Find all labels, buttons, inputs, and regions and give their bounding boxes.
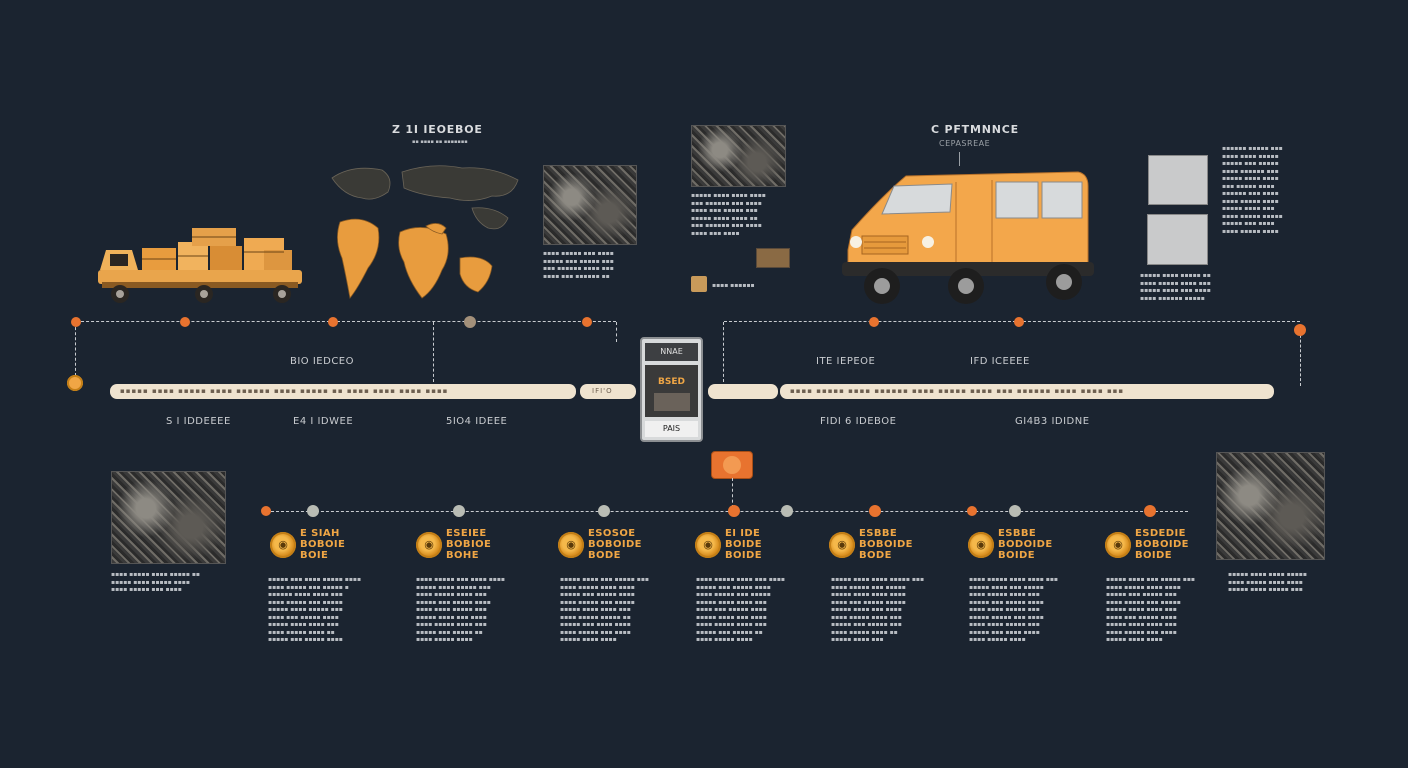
timeline-lower-label: S I IDDEEEE xyxy=(166,416,231,427)
lower-dashed-line xyxy=(266,511,1188,512)
device-top-panel: NNAE xyxy=(645,343,698,361)
timeline-dot[interactable] xyxy=(328,317,338,327)
timeline-lower-label: FIDI 6 IDEBOE xyxy=(820,416,897,427)
timeline-dot[interactable] xyxy=(869,317,879,327)
upper-dashed-drop-mid xyxy=(433,322,434,382)
coin-icon: ◉ xyxy=(1105,532,1131,558)
gray-square-1 xyxy=(1148,155,1208,205)
timeline-lower-label: 5IO4 IDEEE xyxy=(446,416,508,427)
photo-2-thumbnail xyxy=(756,248,790,268)
top-label-2-subtitle: CEPASREAE xyxy=(939,139,991,148)
timeline-dot[interactable] xyxy=(582,317,592,327)
timeline-lower-label: GI4B3 IDIDNE xyxy=(1015,416,1090,427)
milestone-body: ▪▪▪▪▪ ▪▪▪▪ ▪▪▪ ▪▪▪▪▪ ▪▪▪ ▪▪▪▪ ▪▪▪▪▪ ▪▪▪▪… xyxy=(1106,576,1195,643)
photo-2-icon xyxy=(691,276,707,292)
historic-photo-2 xyxy=(691,125,786,187)
milestone-title: ESBBE BODOIDE BOIDE xyxy=(998,528,1053,561)
timeline-upper-label: BIO IEDCEO xyxy=(290,356,354,367)
timeline-start-marker[interactable] xyxy=(67,375,83,391)
milestone-body: ▪▪▪▪▪ ▪▪▪▪ ▪▪▪▪ ▪▪▪▪▪ ▪▪▪ ▪▪▪▪ ▪▪▪▪▪ ▪▪▪… xyxy=(831,576,925,643)
milestone-title: E SIAH BOBOIE BOIE xyxy=(300,528,346,561)
coin-icon: ◉ xyxy=(695,532,721,558)
photo-2-footer: ▪▪▪▪ ▪▪▪▪▪▪ xyxy=(712,282,755,289)
photo-1-caption: ▪▪▪▪ ▪▪▪▪▪ ▪▪▪ ▪▪▪▪ ▪▪▪▪▪ ▪▪▪ ▪▪▪▪▪ ▪▪▪ … xyxy=(543,250,614,280)
milestone-dot[interactable] xyxy=(453,505,465,517)
side-caption-left: ▪▪▪▪ ▪▪▪▪▪ ▪▪▪▪ ▪▪▪▪▪ ▪▪ ▪▪▪▪▪ ▪▪▪▪ ▪▪▪▪… xyxy=(111,571,200,593)
milestone-title: ESBBE BOBOIDE BODE xyxy=(859,528,913,561)
milestone-dot[interactable] xyxy=(307,505,319,517)
device-top-text: NNAE xyxy=(660,347,683,356)
timeline-bar-stub: IFI'O xyxy=(580,384,636,399)
device-screen-image xyxy=(653,393,690,411)
timeline-bar-stub-right xyxy=(708,384,778,399)
timeline-lower-label: E4 I IDWEE xyxy=(293,416,354,427)
upper-dashed-line-right xyxy=(724,321,1300,322)
upper-dashed-drop-right xyxy=(1300,330,1301,386)
milestone-body: ▪▪▪▪▪ ▪▪▪▪ ▪▪▪ ▪▪▪▪▪ ▪▪▪ ▪▪▪▪ ▪▪▪▪▪ ▪▪▪▪… xyxy=(560,576,649,643)
milestone-title: ESDEDIE BOBOIDE BOIDE xyxy=(1135,528,1189,561)
timeline-bar-left: ▪▪▪▪▪ ▪▪▪▪ ▪▪▪▪▪ ▪▪▪▪ ▪▪▪▪▪▪ ▪▪▪▪ ▪▪▪▪▪ … xyxy=(110,384,576,399)
photo-2-caption: ▪▪▪▪▪ ▪▪▪▪ ▪▪▪▪ ▪▪▪▪ ▪▪▪ ▪▪▪▪▪▪ ▪▪▪ ▪▪▪▪… xyxy=(691,192,766,237)
cargo-truck-illustration xyxy=(98,228,302,303)
timeline-dot[interactable] xyxy=(1294,324,1306,336)
timeline-upper-label: ITE IEPEOE xyxy=(816,356,876,367)
milestone-body: ▪▪▪▪ ▪▪▪▪▪ ▪▪▪ ▪▪▪▪ ▪▪▪▪ ▪▪▪▪▪ ▪▪▪▪ ▪▪▪▪… xyxy=(416,576,505,643)
timeline-dot[interactable] xyxy=(71,317,81,327)
upper-dashed-line-left xyxy=(76,321,616,322)
milestone-dot[interactable] xyxy=(261,506,271,516)
timeline-dot[interactable] xyxy=(180,317,190,327)
milestone-dot[interactable] xyxy=(1144,505,1156,517)
delivery-van-illustration xyxy=(842,171,1094,304)
timeline-bar-right: ▪▪▪▪ ▪▪▪▪▪ ▪▪▪▪ ▪▪▪▪▪▪ ▪▪▪▪ ▪▪▪▪▪ ▪▪▪▪ ▪… xyxy=(780,384,1274,399)
milestone-dot[interactable] xyxy=(598,505,610,517)
coin-icon: ◉ xyxy=(968,532,994,558)
coin-icon: ◉ xyxy=(270,532,296,558)
coin-icon: ◉ xyxy=(558,532,584,558)
device-screen-text: BSED xyxy=(658,377,685,387)
milestone-dot[interactable] xyxy=(869,505,881,517)
coin-icon: ◉ xyxy=(416,532,442,558)
milestone-title: ESEIEE BOBIOE BOHE xyxy=(446,528,492,561)
world-map-illustration xyxy=(331,165,519,299)
connector-badge-icon xyxy=(723,456,741,474)
timeline-dot[interactable] xyxy=(1014,317,1024,327)
upper-dashed-drop-device-r xyxy=(723,322,724,382)
milestone-dot[interactable] xyxy=(728,505,740,517)
connector-line xyxy=(732,478,733,508)
milestone-body: ▪▪▪▪ ▪▪▪▪▪ ▪▪▪▪ ▪▪▪ ▪▪▪▪ ▪▪▪▪▪ ▪▪▪ ▪▪▪▪▪… xyxy=(696,576,785,643)
coin-icon: ◉ xyxy=(829,532,855,558)
device-screen: BSED xyxy=(645,365,698,417)
connector-badge[interactable] xyxy=(711,451,753,479)
right-column-text: ▪▪▪▪▪▪ ▪▪▪▪▪ ▪▪▪ ▪▪▪▪ ▪▪▪▪ ▪▪▪▪▪ ▪▪▪▪▪ ▪… xyxy=(1222,145,1283,235)
milestone-body: ▪▪▪▪▪ ▪▪▪ ▪▪▪▪ ▪▪▪▪▪ ▪▪▪▪ ▪▪▪▪ ▪▪▪▪▪ ▪▪▪… xyxy=(268,576,362,643)
milestone-dot[interactable] xyxy=(1009,505,1021,517)
milestone-title: ESOSOE BOBOIDE BODE xyxy=(588,528,642,561)
right-column-text-lower: ▪▪▪▪▪ ▪▪▪▪ ▪▪▪▪▪ ▪▪ ▪▪▪▪ ▪▪▪▪▪ ▪▪▪▪ ▪▪▪ … xyxy=(1140,272,1211,302)
upper-dashed-drop-device-l xyxy=(616,322,617,342)
timeline-dot[interactable] xyxy=(464,316,476,328)
device-bottom-text: PAIS xyxy=(662,424,681,433)
top-label-1-subtitle: ▪▪ ▪▪▪▪ ▪▪ ▪▪▪▪▪▪▪ xyxy=(412,139,468,145)
top-label-2: C PFTMNNCE xyxy=(931,123,1019,136)
side-caption-right: ▪▪▪▪▪ ▪▪▪▪ ▪▪▪▪ ▪▪▪▪▪ ▪▪▪▪ ▪▪▪▪▪ ▪▪▪▪ ▪▪… xyxy=(1228,571,1307,593)
side-photo-left xyxy=(111,471,226,564)
top-label-1: Z 1I IEOEBOE xyxy=(392,123,483,136)
gray-square-2 xyxy=(1147,214,1208,265)
historic-photo-1 xyxy=(543,165,637,245)
milestone-title: EI IDE BOIDE BOIDE xyxy=(725,528,762,561)
milestone-dot[interactable] xyxy=(781,505,793,517)
side-photo-right xyxy=(1216,452,1325,560)
upper-dashed-drop-left xyxy=(75,322,76,376)
milestone-body: ▪▪▪▪ ▪▪▪▪▪ ▪▪▪▪ ▪▪▪▪ ▪▪▪ ▪▪▪▪▪ ▪▪▪▪ ▪▪▪ … xyxy=(969,576,1058,643)
timeline-upper-label: IFD ICEEEE xyxy=(970,356,1030,367)
device-bottom-panel: PAIS xyxy=(645,421,698,437)
label-2-pointer xyxy=(959,152,960,166)
milestone-dot[interactable] xyxy=(967,506,977,516)
center-device[interactable]: NNAE BSED PAIS xyxy=(640,337,703,442)
